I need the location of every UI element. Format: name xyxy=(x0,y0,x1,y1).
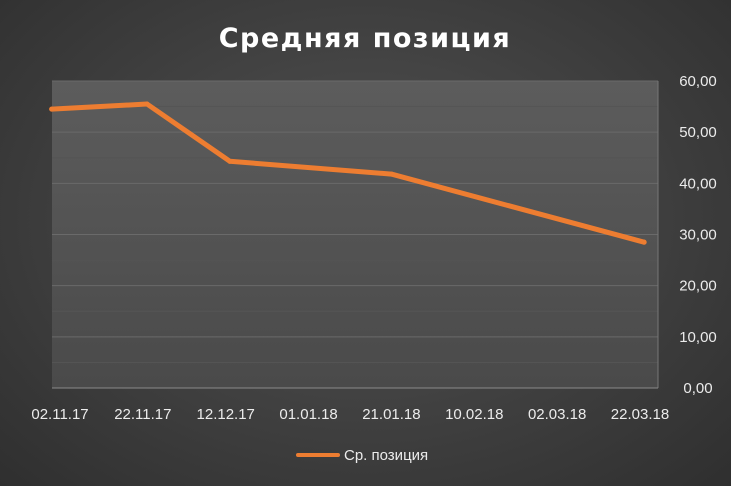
y-tick-label: 20,00 xyxy=(679,278,717,295)
y-tick-label: 10,00 xyxy=(679,329,717,346)
chart-title: Средняя позиция xyxy=(219,23,512,54)
legend-label: Ср. позиция xyxy=(344,447,428,464)
y-tick-label: 30,00 xyxy=(679,227,717,244)
y-tick-label: 40,00 xyxy=(679,175,717,192)
data-point xyxy=(227,158,233,164)
data-point xyxy=(388,171,394,177)
y-tick-label: 50,00 xyxy=(679,124,717,141)
y-tick-label: 0,00 xyxy=(683,380,712,397)
x-tick-label: 01.01.18 xyxy=(279,406,337,423)
x-tick-label: 22.11.17 xyxy=(114,406,171,423)
x-tick-label: 22.03.18 xyxy=(611,406,669,423)
data-point xyxy=(144,101,150,107)
data-point xyxy=(49,106,55,112)
x-tick-label: 21.01.18 xyxy=(362,406,420,423)
legend: Ср. позиция xyxy=(296,447,428,464)
y-tick-label: 60,00 xyxy=(679,73,717,90)
x-tick-label: 02.11.17 xyxy=(31,406,88,423)
x-tick-label: 02.03.18 xyxy=(528,406,586,423)
data-point xyxy=(641,239,647,245)
x-tick-label: 12.12.17 xyxy=(197,406,255,423)
x-tick-label: 10.02.18 xyxy=(445,406,503,423)
